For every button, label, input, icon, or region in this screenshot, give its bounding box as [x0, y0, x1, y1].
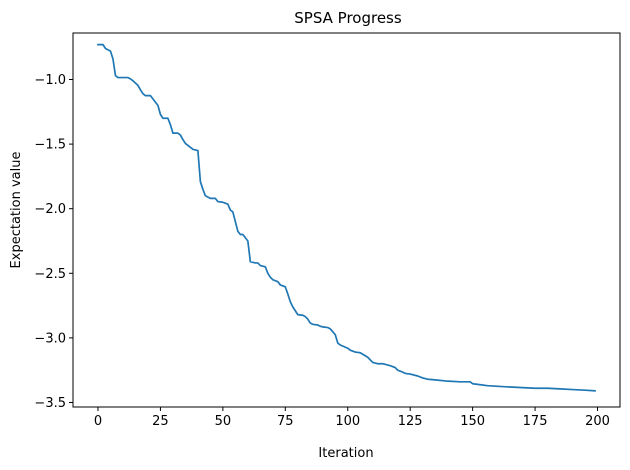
plot-area [72, 32, 621, 408]
x-tick-label: 50 [215, 414, 232, 429]
chart-title: SPSA Progress [294, 9, 402, 27]
data-line [97, 43, 596, 392]
y-tick-label: −1.0 [34, 73, 66, 88]
x-tick-label: 75 [277, 414, 294, 429]
y-axis-label: Expectation value [9, 152, 24, 269]
x-tick-label: 200 [585, 414, 610, 429]
y-tick-label: −3.0 [34, 331, 66, 346]
x-tick-label: 150 [460, 414, 485, 429]
y-axis: −1.0 −1.5 −2.0 −2.5 −3.0 −3.5 [34, 73, 73, 411]
y-tick-label: −2.5 [34, 267, 66, 282]
x-axis-label: Iteration [318, 446, 373, 461]
x-axis: 0 25 50 75 100 125 150 175 200 [94, 407, 610, 429]
axes-frame [72, 32, 621, 408]
x-tick-label: 100 [335, 414, 360, 429]
x-tick-label: 0 [94, 414, 102, 429]
x-tick-label: 25 [152, 414, 169, 429]
y-tick-label: −1.5 [34, 138, 66, 153]
x-tick-label: 125 [398, 414, 423, 429]
y-tick-label: −2.0 [34, 202, 66, 217]
y-tick-label: −3.5 [34, 396, 66, 411]
x-tick-label: 175 [523, 414, 548, 429]
